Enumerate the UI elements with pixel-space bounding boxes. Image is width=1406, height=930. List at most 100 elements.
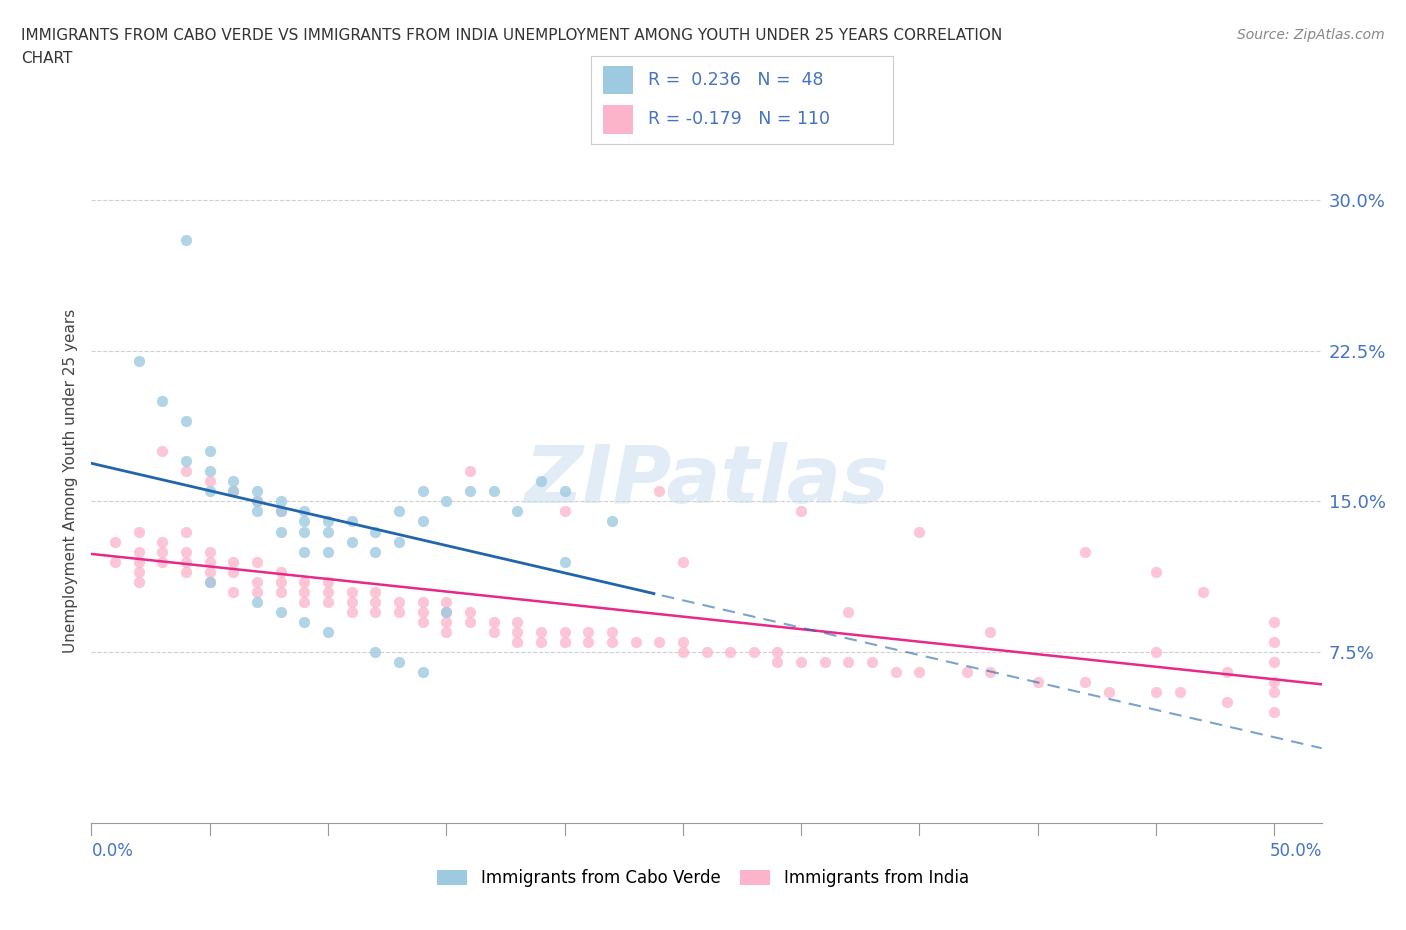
Point — [198, 575, 221, 590]
Text: R =  0.236   N =  48: R = 0.236 N = 48 — [648, 71, 824, 88]
Point — [270, 525, 292, 539]
Point — [790, 655, 813, 670]
Point — [150, 544, 173, 559]
Point — [270, 584, 292, 599]
Text: IMMIGRANTS FROM CABO VERDE VS IMMIGRANTS FROM INDIA UNEMPLOYMENT AMONG YOUTH UND: IMMIGRANTS FROM CABO VERDE VS IMMIGRANTS… — [21, 28, 1002, 43]
Point — [718, 644, 741, 659]
Point — [814, 655, 837, 670]
Point — [1263, 675, 1285, 690]
Point — [1074, 544, 1097, 559]
Point — [364, 584, 387, 599]
Point — [1263, 705, 1285, 720]
Point — [174, 454, 197, 469]
Point — [198, 484, 221, 498]
Point — [412, 615, 434, 630]
Point — [624, 634, 647, 649]
Point — [648, 484, 671, 498]
Point — [554, 634, 576, 649]
Point — [364, 594, 387, 609]
Point — [246, 504, 269, 519]
Point — [270, 504, 292, 519]
Point — [292, 504, 315, 519]
Point — [1074, 675, 1097, 690]
Point — [128, 554, 150, 569]
Point — [1216, 695, 1239, 710]
Point — [222, 484, 245, 498]
Point — [1168, 684, 1191, 699]
Point — [340, 594, 363, 609]
Point — [979, 625, 1001, 640]
Point — [246, 575, 269, 590]
Point — [837, 655, 859, 670]
Point — [388, 534, 411, 549]
Point — [174, 544, 197, 559]
Point — [412, 665, 434, 680]
Point — [292, 514, 315, 529]
Point — [482, 625, 505, 640]
Point — [388, 604, 411, 619]
Point — [316, 625, 339, 640]
Point — [174, 525, 197, 539]
Point — [506, 634, 529, 649]
Point — [576, 625, 599, 640]
Point — [860, 655, 883, 670]
Point — [506, 625, 529, 640]
Point — [554, 625, 576, 640]
Text: 0.0%: 0.0% — [91, 842, 134, 860]
Point — [316, 525, 339, 539]
Text: CHART: CHART — [21, 51, 73, 66]
Point — [648, 634, 671, 649]
Point — [222, 584, 245, 599]
Point — [198, 444, 221, 458]
Point — [364, 604, 387, 619]
Point — [246, 584, 269, 599]
Point — [412, 594, 434, 609]
Point — [1098, 684, 1121, 699]
Text: Source: ZipAtlas.com: Source: ZipAtlas.com — [1237, 28, 1385, 42]
Point — [600, 634, 623, 649]
Point — [198, 544, 221, 559]
Point — [340, 514, 363, 529]
Point — [554, 504, 576, 519]
Point — [104, 554, 127, 569]
Point — [506, 504, 529, 519]
Point — [530, 634, 553, 649]
Point — [246, 494, 269, 509]
Point — [388, 594, 411, 609]
Point — [270, 575, 292, 590]
Point — [128, 575, 150, 590]
Point — [1263, 634, 1285, 649]
Point — [458, 484, 481, 498]
Point — [979, 665, 1001, 680]
Point — [1263, 684, 1285, 699]
Point — [292, 544, 315, 559]
Point — [340, 534, 363, 549]
Point — [1144, 565, 1167, 579]
Point — [222, 554, 245, 569]
Point — [695, 644, 717, 659]
Point — [198, 474, 221, 489]
Point — [128, 353, 150, 368]
Point — [388, 655, 411, 670]
Point — [458, 615, 481, 630]
FancyBboxPatch shape — [603, 65, 633, 94]
Point — [530, 625, 553, 640]
Point — [790, 504, 813, 519]
Point — [884, 665, 907, 680]
Point — [600, 514, 623, 529]
Point — [174, 565, 197, 579]
Point — [908, 665, 931, 680]
Point — [198, 464, 221, 479]
Point — [672, 634, 695, 649]
Point — [530, 474, 553, 489]
Point — [837, 604, 859, 619]
Point — [128, 544, 150, 559]
Point — [434, 615, 457, 630]
Point — [198, 554, 221, 569]
Point — [104, 534, 127, 549]
Point — [1192, 584, 1215, 599]
Point — [316, 594, 339, 609]
Legend: Immigrants from Cabo Verde, Immigrants from India: Immigrants from Cabo Verde, Immigrants f… — [430, 862, 976, 894]
Point — [766, 655, 789, 670]
Point — [434, 604, 457, 619]
